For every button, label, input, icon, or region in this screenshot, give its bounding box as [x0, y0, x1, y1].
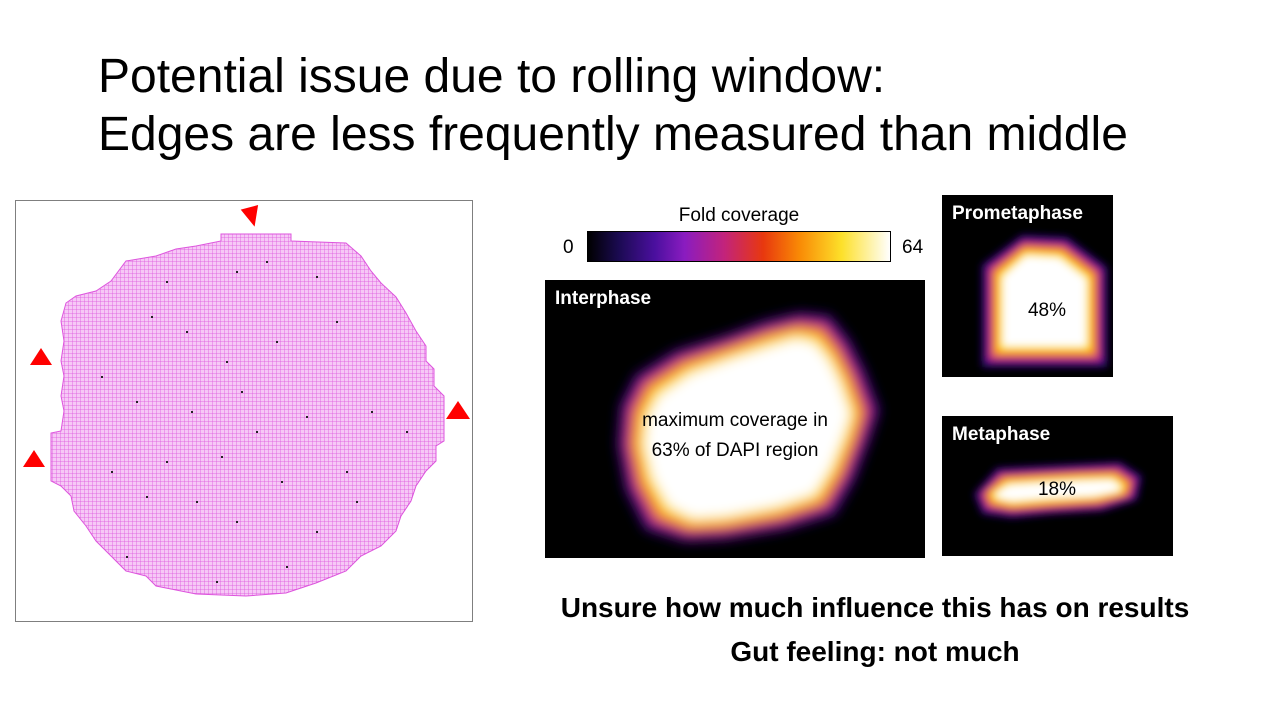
prometaphase-panel: Prometaphase 48%	[942, 195, 1113, 377]
prometaphase-heatmap	[982, 235, 1107, 367]
slide-title-line2: Edges are less frequently measured than …	[98, 108, 1128, 161]
arrow-marker-left-lower	[23, 450, 45, 467]
metaphase-label: Metaphase	[952, 424, 1051, 445]
interphase-heatmap	[617, 312, 880, 542]
slide-title-line1: Potential issue due to rolling window:	[98, 50, 886, 103]
interphase-label: Interphase	[555, 288, 652, 309]
conclusion-line2: Gut feeling: not much	[730, 636, 1020, 667]
interphase-panel: Interphase maximum coverage in 63% of DA…	[545, 280, 925, 558]
grid-image	[50, 233, 445, 597]
colorbar-label: Fold coverage	[678, 205, 800, 226]
grid-region	[50, 233, 445, 597]
metaphase-panel: Metaphase 18%	[942, 416, 1173, 556]
metaphase-percent: 18%	[1037, 479, 1077, 500]
prometaphase-label: Prometaphase	[952, 203, 1083, 224]
arrow-marker-right	[446, 401, 470, 419]
conclusion-line1: Unsure how much influence this has on re…	[560, 592, 1190, 623]
colorbar-min-label: 0	[563, 237, 574, 258]
interphase-annotation-line1: maximum coverage in	[642, 410, 828, 431]
interphase-annotation: maximum coverage in 63% of DAPI region	[615, 406, 855, 466]
arrow-marker-left-upper	[30, 348, 52, 365]
metaphase-heatmap	[974, 462, 1142, 518]
slide-title: Potential issue due to rolling window: E…	[98, 48, 1258, 164]
interphase-annotation-line2: 63% of DAPI region	[651, 440, 819, 461]
colorbar-max-label: 64	[902, 237, 924, 258]
colorbar	[587, 231, 891, 262]
prometaphase-percent: 48%	[1027, 300, 1067, 321]
rolling-window-grid-figure	[15, 200, 473, 622]
